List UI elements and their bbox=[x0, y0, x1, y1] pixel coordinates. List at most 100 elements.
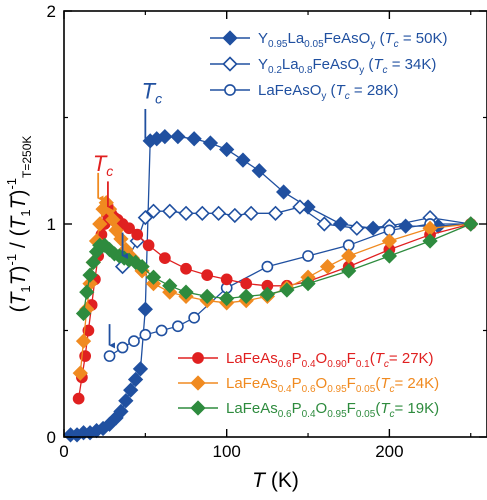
legend: Y0.95La0.05FeAsOy (Tc = 50K) Y0.2La0.8FeA… bbox=[178, 30, 447, 420]
data-point bbox=[134, 258, 150, 275]
data-point bbox=[172, 320, 184, 333]
y-tick-label: 0 bbox=[47, 428, 56, 447]
x-tick-label: 0 bbox=[59, 442, 68, 461]
data-point bbox=[261, 260, 274, 273]
data-point bbox=[194, 205, 210, 221]
data-point bbox=[227, 207, 243, 224]
data-point bbox=[276, 184, 292, 200]
data-point bbox=[292, 199, 308, 215]
data-point bbox=[82, 267, 98, 283]
y-tick-label: 1 bbox=[47, 215, 56, 234]
data-point bbox=[251, 163, 267, 179]
data-point bbox=[238, 288, 254, 305]
data-point bbox=[118, 393, 134, 409]
data-point bbox=[186, 131, 202, 147]
tc-blue-label: Tc bbox=[142, 78, 162, 106]
y-tick-label: 2 bbox=[47, 2, 56, 21]
data-point bbox=[219, 141, 235, 158]
data-point bbox=[92, 216, 108, 232]
legend-label: Y0.95La0.05FeAsOy (Tc = 50K) bbox=[258, 30, 447, 50]
data-point bbox=[158, 252, 171, 264]
data-point bbox=[202, 135, 219, 151]
tc-red-label: Tc bbox=[93, 151, 113, 179]
data-point bbox=[72, 365, 88, 381]
data-point bbox=[349, 220, 365, 236]
data-point bbox=[113, 403, 129, 420]
data-point bbox=[128, 335, 140, 348]
data-point bbox=[127, 371, 144, 388]
data-point bbox=[381, 248, 398, 264]
legend-entry-3: LaFeAs0.6P0.4O0.90F0.1(Tc= 27K) bbox=[178, 350, 434, 370]
data-point bbox=[145, 269, 162, 285]
data-point bbox=[341, 248, 357, 264]
data-point bbox=[210, 205, 227, 221]
data-point bbox=[178, 205, 194, 221]
data-point bbox=[316, 216, 332, 232]
data-point bbox=[219, 290, 235, 307]
data-point bbox=[332, 216, 349, 232]
legend-marker bbox=[192, 352, 204, 364]
x-tick-label: 100 bbox=[213, 442, 241, 461]
legend-entry-0: Y0.95La0.05FeAsOy (Tc = 50K) bbox=[210, 30, 447, 50]
x-tick-label: 200 bbox=[375, 442, 403, 461]
data-point bbox=[142, 239, 155, 252]
data-point bbox=[319, 258, 336, 275]
data-point bbox=[300, 276, 316, 292]
legend-entry-1: Y0.2La0.8FeAsOy (Tc = 34K) bbox=[210, 56, 436, 76]
data-point bbox=[123, 382, 139, 398]
legend-marker bbox=[222, 56, 238, 72]
data-point bbox=[145, 203, 162, 219]
data-point bbox=[113, 231, 129, 247]
data-point bbox=[220, 273, 233, 286]
legend-entry-4: LaFeAs0.4P0.6O0.95F0.05(Tc= 24K) bbox=[178, 375, 439, 395]
data-point bbox=[72, 392, 85, 405]
legend-entry-2: LaFeAsOy (Tc = 28K) bbox=[210, 82, 399, 102]
data-point bbox=[180, 262, 192, 275]
legend-label: Y0.2La0.8FeAsOy (Tc = 34K) bbox=[258, 56, 436, 76]
data-point bbox=[178, 284, 194, 300]
data-point bbox=[243, 205, 259, 221]
data-point bbox=[123, 222, 135, 235]
legend-marker bbox=[222, 30, 238, 46]
data-point bbox=[162, 203, 178, 219]
legend-label: LaFeAsOy (Tc = 28K) bbox=[258, 82, 399, 102]
axes: 0 100 200 0 1 2 T (K) (T1T)-1 / (T1T)-1T=250K bbox=[4, 2, 487, 492]
data-point bbox=[116, 341, 129, 354]
series-5 bbox=[75, 216, 479, 322]
legend-marker bbox=[190, 375, 206, 391]
series-line-4 bbox=[79, 201, 471, 374]
data-point bbox=[463, 216, 479, 232]
data-point bbox=[422, 233, 438, 249]
data-point bbox=[381, 233, 398, 249]
data-point bbox=[103, 350, 116, 362]
legend-label: LaFeAs0.4P0.6O0.95F0.05(Tc= 24K) bbox=[226, 375, 439, 395]
data-point bbox=[279, 282, 295, 298]
data-point bbox=[341, 263, 357, 279]
data-point bbox=[267, 205, 284, 221]
data-point bbox=[235, 152, 251, 168]
data-point bbox=[188, 311, 201, 324]
data-point bbox=[157, 129, 173, 145]
data-point bbox=[162, 278, 178, 294]
data-point bbox=[139, 328, 152, 341]
plot-marks: Tc Tc bbox=[62, 78, 479, 443]
series-line-1 bbox=[122, 206, 471, 267]
data-point bbox=[137, 301, 153, 317]
data-point bbox=[201, 269, 214, 281]
legend-entry-5: LaFeAs0.6P0.4O0.95F0.05(Tc= 19K) bbox=[178, 400, 439, 420]
data-point bbox=[132, 361, 149, 377]
data-point bbox=[170, 129, 186, 145]
data-point bbox=[240, 277, 253, 290]
legend-label: LaFeAs0.6P0.4O0.90F0.1(Tc= 27K) bbox=[226, 350, 434, 370]
legend-marker bbox=[190, 400, 206, 416]
data-point bbox=[131, 228, 144, 241]
y-axis-title: (T1T)-1 / (T1T)-1T=250K bbox=[4, 136, 34, 313]
data-point bbox=[302, 250, 314, 262]
data-point bbox=[259, 286, 275, 302]
x-axis-title: T (K) bbox=[252, 469, 299, 492]
legend-marker bbox=[224, 84, 236, 96]
data-point bbox=[365, 220, 381, 236]
data-point bbox=[82, 324, 95, 337]
data-point bbox=[75, 305, 92, 322]
